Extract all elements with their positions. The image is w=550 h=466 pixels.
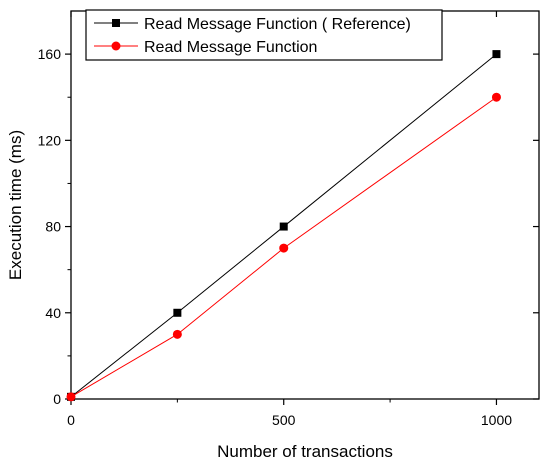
data-point-square: [492, 50, 501, 59]
x-tick-label: 1000: [481, 412, 512, 428]
data-point-circle: [66, 392, 76, 402]
legend-item-1: Read Message Function: [94, 39, 317, 56]
y-tick-label: 80: [45, 219, 61, 235]
series-line: [70, 96, 497, 398]
legend: Read Message Function ( Reference) Read M…: [85, 9, 443, 61]
series-layer: [66, 50, 501, 402]
data-point-square: [279, 222, 288, 231]
y-tick-label: 40: [45, 305, 61, 321]
legend-label: Read Message Function: [144, 39, 317, 56]
series-1: [66, 92, 501, 402]
x-tick-label: 500: [272, 412, 296, 428]
y-axis-title: Execution time (ms): [6, 130, 25, 280]
legend-box: [85, 9, 443, 61]
y-tick-label: 120: [38, 132, 62, 148]
legend-item-0: Read Message Function ( Reference): [94, 16, 411, 33]
series-0: [67, 50, 501, 401]
data-point-circle: [491, 92, 501, 102]
series-line: [70, 53, 497, 398]
x-axis-title: Number of transactions: [217, 442, 393, 461]
y-tick-label: 160: [38, 46, 62, 62]
data-point-circle: [279, 243, 289, 253]
axis-tick-labels: 0 500 1000 0 40 80 120 160: [38, 46, 513, 428]
y-tick-label: 0: [53, 391, 61, 407]
data-point-circle: [172, 329, 182, 339]
legend-marker-circle: [111, 41, 121, 51]
legend-marker-square: [112, 19, 120, 27]
data-point-square: [173, 308, 182, 317]
x-tick-label: 0: [67, 412, 75, 428]
legend-label: Read Message Function ( Reference): [144, 16, 411, 33]
